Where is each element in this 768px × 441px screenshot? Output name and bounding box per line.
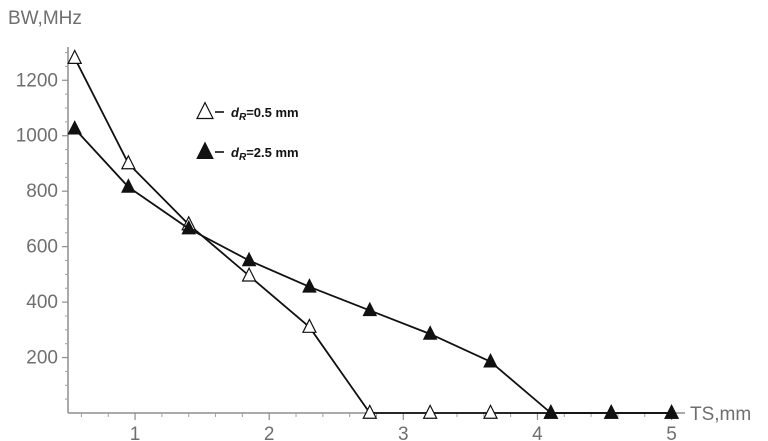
y-ticks-group: 200 400 600 800 1000 1200 bbox=[16, 52, 68, 400]
x-tick-label: 1 bbox=[130, 424, 141, 441]
y-tick-label: 1000 bbox=[16, 126, 58, 147]
y-axis-label: BW,MHz bbox=[8, 8, 82, 29]
series-1-point bbox=[664, 404, 679, 419]
legend-label-suffix: =2.5 mm bbox=[246, 145, 298, 160]
series-0-point bbox=[301, 318, 317, 333]
y-tick-label: 800 bbox=[26, 181, 58, 202]
legend-marker-1 bbox=[196, 141, 214, 159]
series-1-point bbox=[483, 352, 498, 368]
legend-label-1: dR=2.5 mm bbox=[231, 145, 299, 163]
x-axis-label: TS,mm bbox=[690, 404, 751, 425]
legend-marker-0 bbox=[196, 101, 214, 120]
series-1-point bbox=[422, 325, 438, 340]
y-tick-label: 600 bbox=[26, 237, 58, 258]
x-tick-label: 3 bbox=[398, 424, 409, 441]
series-0-point bbox=[120, 154, 136, 170]
x-tick-label: 5 bbox=[666, 424, 677, 441]
series-1-point bbox=[67, 120, 83, 135]
legend-label-0: dR=0.5 mm bbox=[231, 105, 299, 123]
series-1-point bbox=[302, 278, 317, 293]
series-0-point bbox=[241, 266, 257, 282]
series-1-point bbox=[121, 178, 136, 193]
x-tick-label: 4 bbox=[532, 424, 543, 441]
y-tick-label: 200 bbox=[26, 348, 58, 369]
x-tick-label: 2 bbox=[264, 424, 275, 441]
legend-label-prefix: d bbox=[231, 105, 240, 120]
series-1-point bbox=[362, 301, 378, 317]
series-1-point bbox=[603, 404, 619, 419]
legend-label-subscript: R bbox=[239, 112, 247, 123]
series-1-point bbox=[543, 404, 559, 419]
legend-label-prefix: d bbox=[231, 145, 240, 160]
y-tick-label: 1200 bbox=[16, 70, 58, 91]
series-0-point bbox=[362, 404, 378, 419]
series-1-point bbox=[181, 219, 197, 235]
series-1-point bbox=[241, 251, 257, 267]
y-tick-label: 400 bbox=[26, 292, 58, 313]
series-0-point bbox=[67, 49, 83, 64]
series-0-point bbox=[422, 404, 438, 419]
series-0-point bbox=[483, 404, 498, 419]
legend-label-subscript: R bbox=[239, 152, 247, 163]
legend-label-suffix: =0.5 mm bbox=[246, 105, 298, 120]
series-layer bbox=[67, 49, 680, 419]
